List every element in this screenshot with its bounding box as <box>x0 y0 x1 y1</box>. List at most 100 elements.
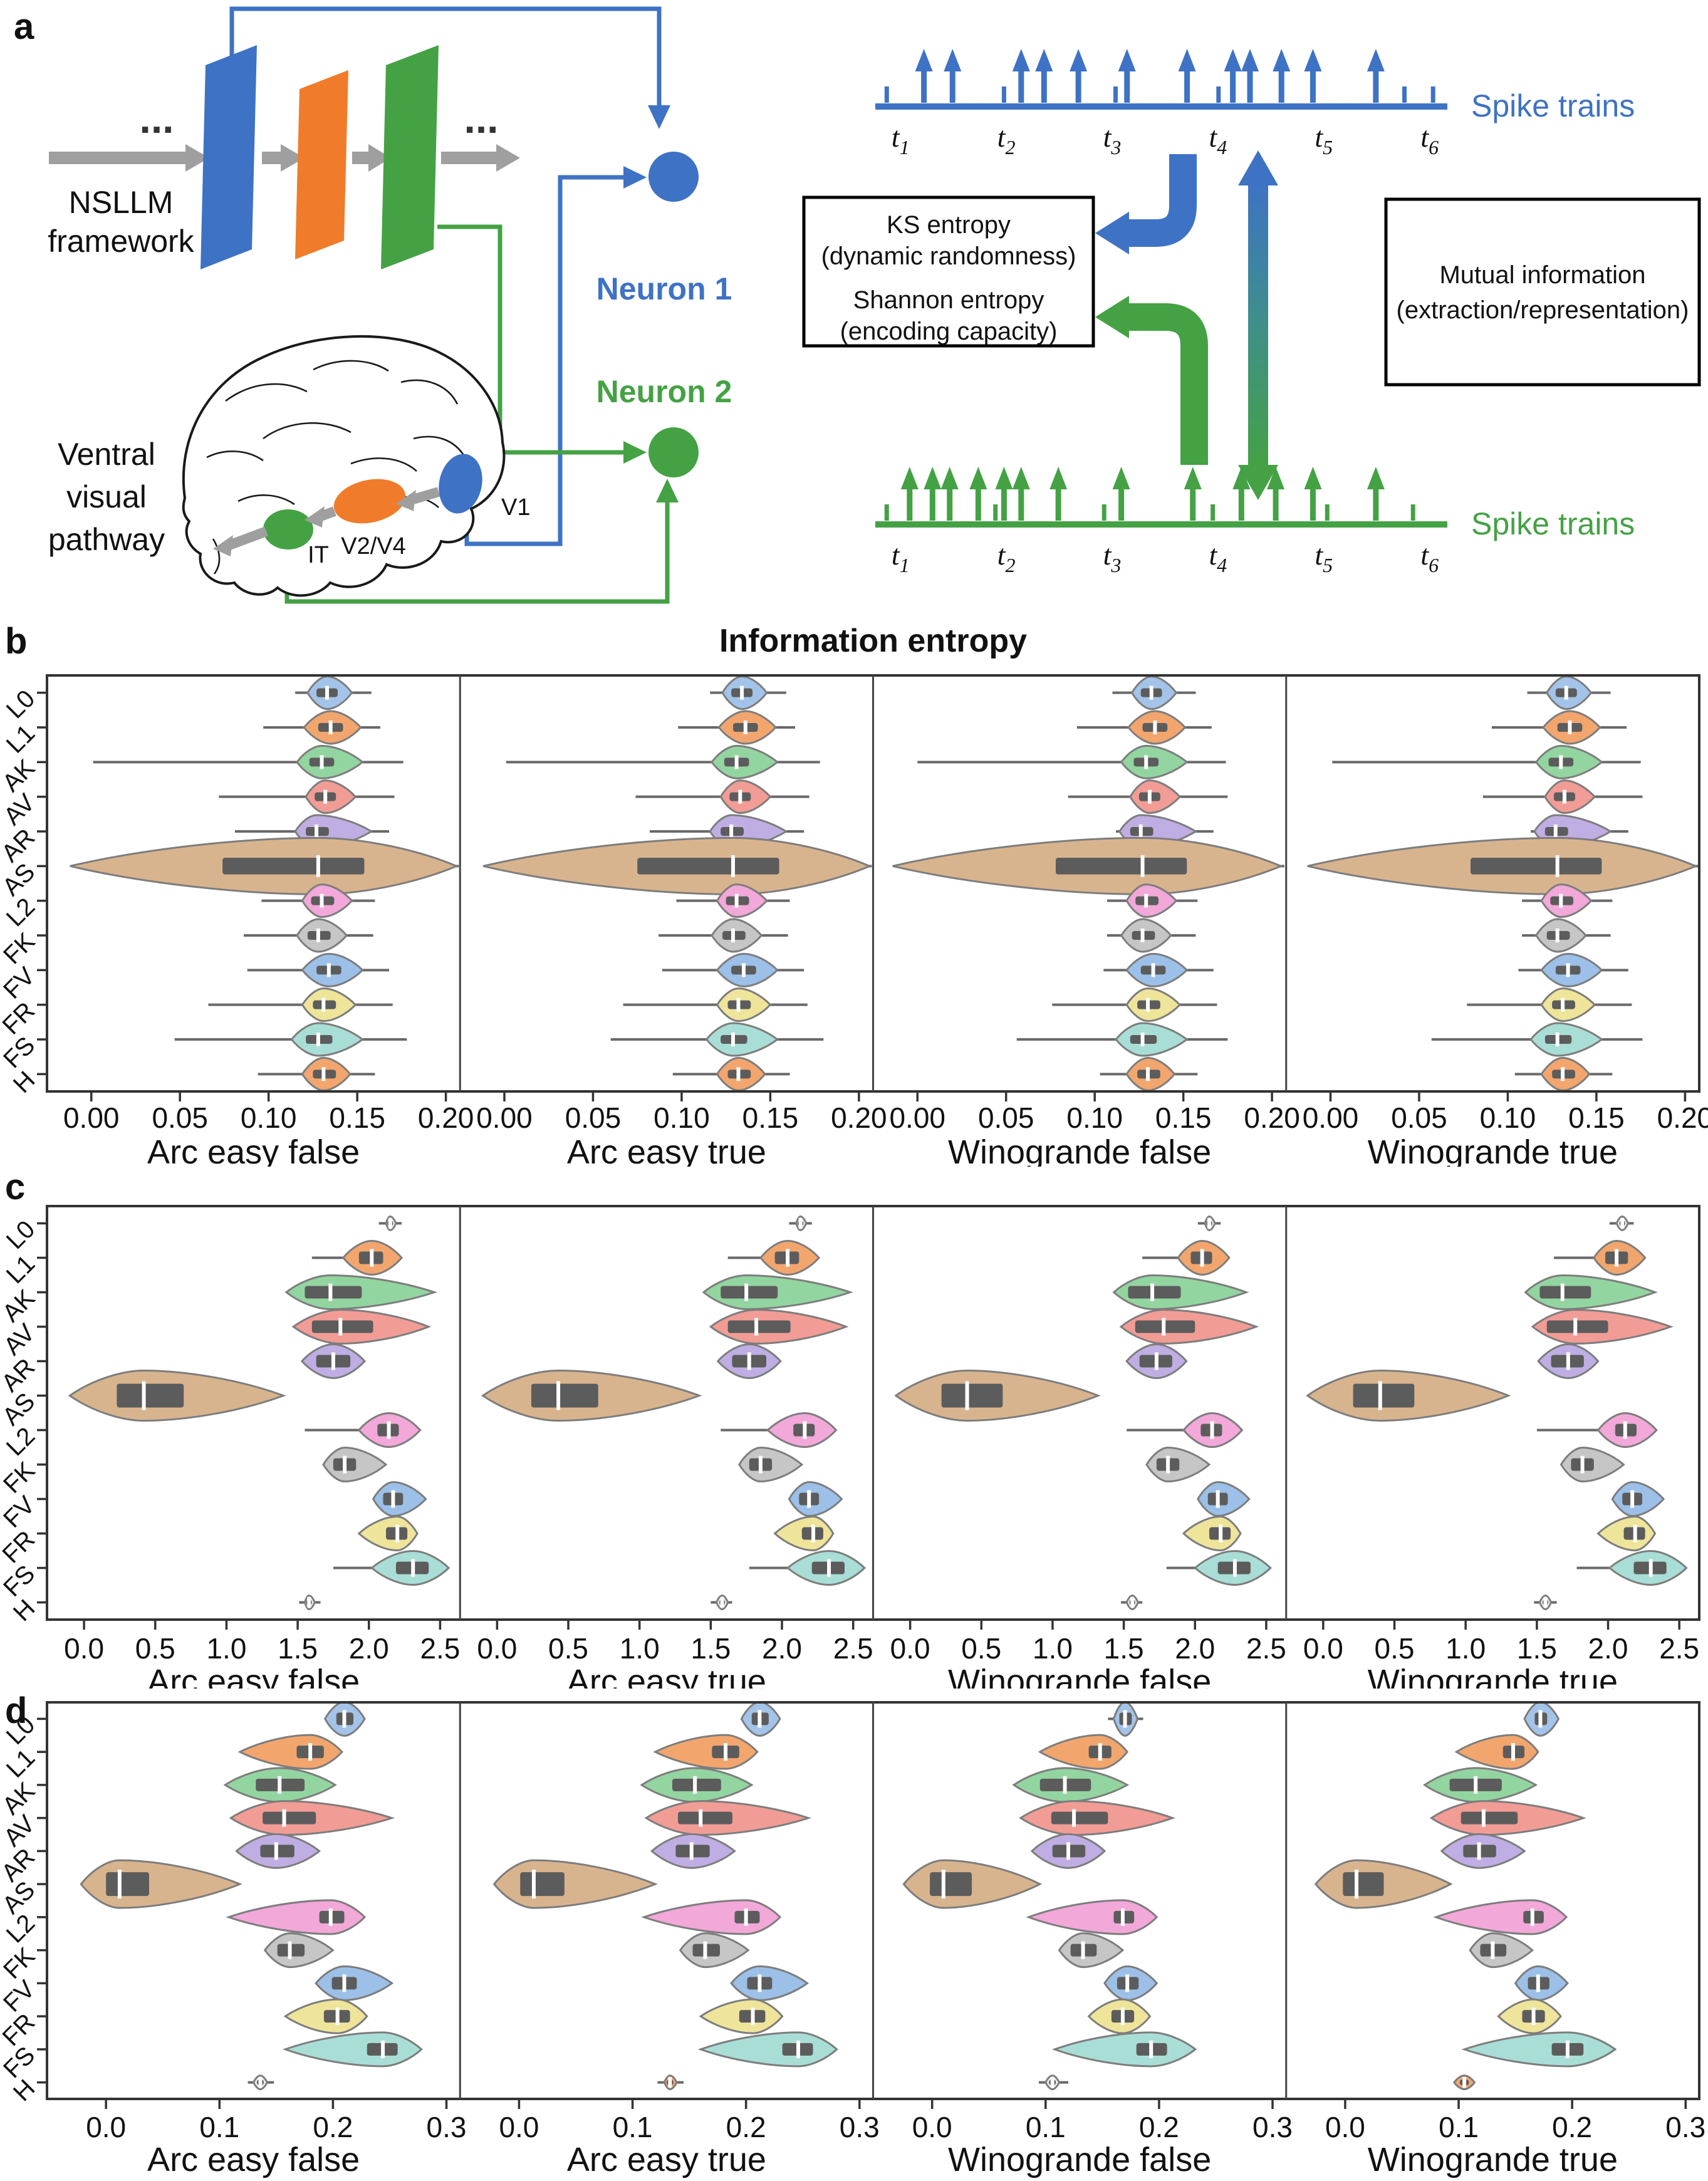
x-tick-label: 0.0 <box>890 1632 930 1665</box>
median-line <box>1120 1908 1125 1926</box>
label-v2v4: V2/V4 <box>341 533 406 560</box>
median-line <box>391 1490 395 1508</box>
median-line <box>731 1033 735 1046</box>
median-line <box>411 1559 415 1577</box>
violin-b-2-AK <box>917 744 1226 779</box>
violin-c-1-H <box>711 1594 732 1611</box>
violin-d-0-FV <box>315 1965 394 2001</box>
median-line <box>258 2077 263 2088</box>
median-line <box>1491 1941 1495 1959</box>
x-tick-label: 2.5 <box>1246 1632 1286 1665</box>
violin-c-1-AS <box>481 1369 702 1422</box>
median-line <box>307 1597 311 1608</box>
median-line <box>1144 893 1148 908</box>
x-tick-label: 0.00 <box>63 1101 120 1134</box>
x-tick-label: 0.1 <box>613 2111 653 2143</box>
violin-c-3-FV <box>1611 1481 1665 1517</box>
median-line <box>395 1524 400 1543</box>
median-line <box>316 855 320 877</box>
violin-body <box>80 1859 242 1909</box>
median-line <box>321 1067 326 1081</box>
violin-b-2-AV <box>1068 779 1228 815</box>
violin-d-0-L2 <box>226 1899 367 1935</box>
x-tick-label: 0.15 <box>742 1101 799 1134</box>
median-line <box>326 963 331 977</box>
x-tick-label: 0.20 <box>1657 1101 1708 1134</box>
median-line <box>1125 1974 1130 1992</box>
violin-d-0-FS <box>282 2031 423 2068</box>
entropy-box-line1: KS entropy <box>887 211 1011 239</box>
median-line <box>731 855 735 877</box>
median-line <box>325 685 330 700</box>
box <box>117 1383 184 1408</box>
x-tick-label: 0.20 <box>831 1101 887 1134</box>
panel-b-information-entropy: b Information entropyL0L1AKAVARASL2FKFVFR… <box>0 621 1708 1167</box>
x-tick-label: 0.20 <box>1244 1101 1300 1134</box>
layer-slab-orange <box>295 70 348 259</box>
median-line <box>1162 1318 1166 1336</box>
violin-b-1-FR <box>623 987 808 1023</box>
median-line <box>744 1908 748 1926</box>
time-tick-label: t2 <box>997 121 1016 159</box>
x-tick-label: 0.10 <box>654 1101 710 1134</box>
median-line <box>731 929 735 942</box>
violin-c-2-AR <box>1125 1343 1188 1380</box>
violin-c-0-AR <box>300 1343 366 1380</box>
neuron1-circle <box>648 152 699 202</box>
violin-b-2-L0 <box>1112 675 1196 711</box>
median-line <box>1481 1809 1486 1827</box>
violin-d-3-FS <box>1461 2031 1617 2068</box>
median-line <box>315 825 319 838</box>
violin-body <box>653 1734 759 1770</box>
median-line <box>1150 1283 1155 1301</box>
spike-arrowhead <box>1267 467 1285 489</box>
spike-arrowhead <box>915 49 933 71</box>
mutual-box-line1: Mutual information <box>1439 261 1645 289</box>
time-tick-label: t4 <box>1209 121 1227 159</box>
entropy-box-line2: (dynamic randomness) <box>821 242 1076 270</box>
x-tick-label: 0.3 <box>1665 2111 1705 2143</box>
x-tick-label: 0.2 <box>1139 2111 1179 2143</box>
box <box>930 1872 972 1897</box>
x-tick-label: 0.05 <box>152 1101 208 1134</box>
median-line <box>1559 755 1563 769</box>
spike-arrowhead <box>1012 49 1030 71</box>
violin-d-1-FV <box>730 1965 809 2001</box>
median-line <box>740 685 744 700</box>
time-tick-label: t5 <box>1315 539 1333 576</box>
box <box>1343 1872 1384 1897</box>
median-line <box>1530 1908 1534 1926</box>
x-axis-label: Arc easy false <box>147 2141 360 2178</box>
violin-body <box>1454 1734 1539 1770</box>
violin-b-1-FK <box>659 918 788 953</box>
violin-c-1-L0 <box>789 1215 812 1232</box>
nsllm-flow-arrows <box>49 144 520 172</box>
violin-b-0-AV <box>219 779 395 815</box>
violin-d-2-L2 <box>1026 1899 1159 1935</box>
violin-b-3-AK <box>1332 744 1641 779</box>
x-tick-label: 0.0 <box>912 2111 952 2143</box>
median-line <box>328 721 333 734</box>
violin-d-3-H <box>1452 2074 1476 2091</box>
violin-body <box>641 1899 782 1935</box>
violin-c-3-FK <box>1560 1446 1625 1483</box>
ventral-label-line3: pathway <box>48 522 165 557</box>
x-tick-label: 0.05 <box>1391 1101 1447 1134</box>
x-axis-label: Winogrande true <box>1368 1133 1618 1167</box>
x-tick-label: 0.0 <box>1325 2111 1365 2143</box>
median-line <box>1147 789 1152 804</box>
median-line <box>744 1283 749 1301</box>
x-tick-label: 0.00 <box>476 1101 533 1134</box>
spike-arrowhead <box>1304 49 1322 71</box>
x-axis-label: Arc easy true <box>567 2141 766 2178</box>
time-tick-label: t4 <box>1209 539 1227 576</box>
x-tick-label: 0.15 <box>1155 1101 1212 1134</box>
time-tick-label: t2 <box>997 539 1016 576</box>
mutual-information-arrow <box>1238 150 1278 500</box>
median-line <box>1216 1490 1220 1508</box>
violin-b-1-AK <box>506 744 820 779</box>
violin-c-1-AK <box>702 1274 853 1311</box>
violin-b-0-AS <box>70 836 459 895</box>
violin-c-3-FR <box>1596 1515 1657 1552</box>
violin-b-1-AS <box>482 836 872 895</box>
